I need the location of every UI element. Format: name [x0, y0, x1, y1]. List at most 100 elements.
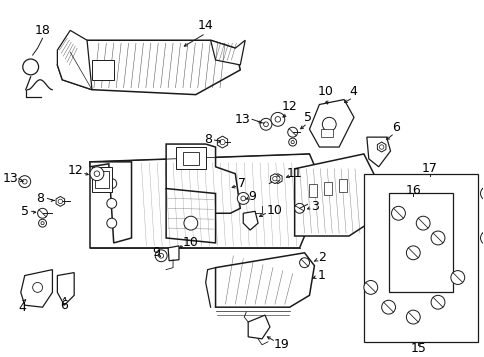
Polygon shape	[294, 154, 373, 236]
Circle shape	[106, 198, 117, 208]
Bar	[95, 171, 108, 187]
Circle shape	[415, 216, 429, 230]
Circle shape	[406, 246, 419, 260]
Text: 1: 1	[317, 269, 325, 282]
Polygon shape	[57, 273, 74, 305]
Text: 4: 4	[19, 301, 27, 314]
Bar	[321, 129, 333, 137]
Polygon shape	[168, 246, 179, 261]
Circle shape	[32, 282, 43, 292]
Bar	[92, 60, 113, 80]
Circle shape	[271, 112, 284, 126]
Circle shape	[23, 59, 39, 75]
Circle shape	[294, 203, 304, 213]
Text: 13: 13	[3, 172, 19, 185]
Bar	[324, 182, 332, 196]
Text: 7: 7	[238, 177, 246, 190]
Circle shape	[19, 176, 30, 187]
Circle shape	[287, 127, 297, 137]
Circle shape	[259, 119, 272, 130]
Text: 9: 9	[248, 190, 256, 203]
Bar	[309, 183, 317, 197]
Circle shape	[155, 250, 167, 262]
Polygon shape	[166, 188, 215, 243]
Circle shape	[106, 218, 117, 228]
Text: 10: 10	[266, 204, 282, 217]
Circle shape	[430, 231, 444, 245]
Circle shape	[322, 117, 335, 131]
Circle shape	[272, 176, 276, 181]
Polygon shape	[309, 100, 353, 147]
Circle shape	[450, 271, 464, 285]
Text: 10: 10	[317, 85, 333, 98]
Polygon shape	[166, 144, 240, 213]
Polygon shape	[377, 142, 385, 152]
Circle shape	[480, 231, 484, 245]
Text: 14: 14	[197, 19, 213, 32]
Text: 19: 19	[273, 338, 289, 351]
Circle shape	[41, 222, 44, 225]
Circle shape	[288, 138, 296, 146]
Bar	[92, 167, 111, 191]
Circle shape	[480, 187, 484, 200]
Polygon shape	[21, 270, 52, 307]
Circle shape	[430, 295, 444, 309]
Text: 8: 8	[203, 132, 211, 146]
Bar	[176, 147, 205, 169]
Polygon shape	[273, 174, 282, 183]
Text: 6: 6	[392, 121, 400, 134]
Polygon shape	[270, 174, 279, 183]
Circle shape	[158, 253, 163, 258]
Polygon shape	[57, 30, 92, 90]
Circle shape	[94, 171, 100, 176]
Circle shape	[290, 141, 294, 144]
Polygon shape	[243, 211, 257, 230]
Polygon shape	[56, 196, 64, 206]
Text: 12: 12	[67, 164, 83, 177]
Polygon shape	[248, 315, 270, 339]
Text: 6: 6	[60, 299, 68, 312]
Circle shape	[237, 192, 249, 204]
Polygon shape	[90, 162, 131, 243]
Text: 15: 15	[409, 342, 425, 355]
Circle shape	[38, 208, 47, 218]
Polygon shape	[57, 40, 240, 95]
Text: 16: 16	[405, 184, 420, 197]
Text: 3: 3	[311, 200, 318, 213]
Text: 17: 17	[421, 162, 437, 175]
Circle shape	[39, 219, 46, 227]
Polygon shape	[215, 253, 314, 307]
Circle shape	[381, 300, 394, 314]
Polygon shape	[210, 40, 245, 65]
Text: 12: 12	[281, 100, 297, 113]
Text: 5: 5	[21, 205, 29, 218]
Circle shape	[378, 145, 383, 149]
Circle shape	[241, 196, 245, 201]
Circle shape	[58, 199, 62, 203]
Polygon shape	[90, 154, 324, 248]
Text: 13: 13	[234, 113, 250, 126]
Bar	[338, 178, 347, 192]
Text: 10: 10	[182, 236, 198, 250]
Circle shape	[263, 122, 268, 127]
Bar	[388, 193, 452, 292]
Text: 11: 11	[286, 167, 302, 180]
Circle shape	[106, 178, 117, 188]
Text: 2: 2	[318, 251, 326, 264]
Polygon shape	[217, 136, 227, 148]
Circle shape	[406, 310, 419, 324]
Circle shape	[219, 139, 225, 145]
Circle shape	[274, 117, 280, 122]
Text: 18: 18	[34, 24, 50, 37]
Polygon shape	[366, 137, 390, 167]
Text: 5: 5	[303, 111, 311, 124]
Circle shape	[275, 176, 279, 181]
Circle shape	[363, 281, 377, 294]
Text: 4: 4	[348, 85, 356, 98]
Circle shape	[22, 179, 27, 184]
Circle shape	[183, 216, 197, 230]
Text: 9: 9	[152, 246, 160, 259]
Circle shape	[90, 167, 104, 181]
Text: 8: 8	[36, 192, 45, 205]
Circle shape	[391, 206, 405, 220]
